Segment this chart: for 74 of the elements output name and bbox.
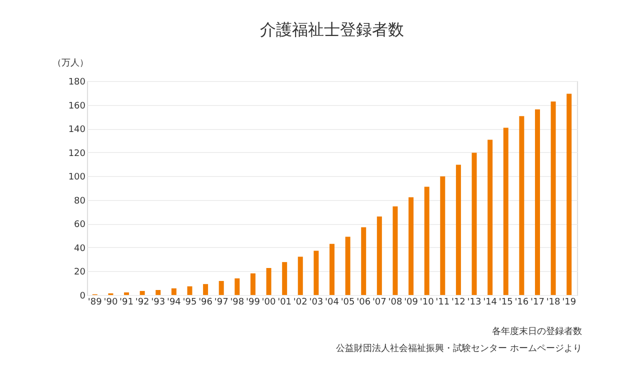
bar	[234, 278, 240, 295]
x-tick-label: '99	[246, 298, 260, 308]
y-tick-label: 60	[74, 220, 86, 230]
x-tick-label: '10	[420, 298, 434, 308]
bar	[456, 164, 461, 295]
bar	[250, 273, 256, 295]
x-tick-label: '02	[293, 298, 308, 308]
x-tick-label: '09	[404, 298, 418, 308]
y-tick-label: 20	[74, 268, 86, 278]
bar	[376, 216, 382, 295]
x-tick-label: '98	[230, 298, 244, 308]
bar	[187, 286, 192, 295]
y-tick-label: 80	[74, 196, 86, 206]
chart-title: 介護福祉士登録者数	[260, 20, 404, 39]
bar	[266, 268, 272, 295]
x-tick-label: '15	[498, 298, 513, 308]
bar	[156, 290, 161, 295]
x-tick-label: '16	[514, 298, 529, 308]
bar	[408, 197, 414, 295]
x-tick-label: '07	[372, 298, 386, 308]
x-tick-label: '14	[483, 298, 498, 308]
x-tick-label: '93	[151, 298, 166, 308]
bar	[392, 206, 398, 295]
bar	[345, 236, 350, 295]
bar	[472, 152, 477, 295]
text: 各年度末日の登録者数	[492, 326, 582, 337]
bar	[330, 244, 334, 295]
x-tick-label: '03	[309, 298, 324, 308]
bar	[519, 116, 524, 295]
x-tick-label: '92	[135, 298, 150, 308]
bar	[534, 109, 540, 295]
x-tick-label: '00	[262, 298, 276, 308]
bar	[361, 227, 366, 295]
bar	[218, 280, 224, 295]
y-axis-title: （万人）	[52, 58, 88, 68]
bar	[550, 101, 556, 295]
x-tick-label: '97	[214, 298, 228, 308]
bar	[566, 94, 572, 295]
y-tick-label: 160	[68, 101, 86, 112]
bar	[440, 176, 446, 295]
bar	[140, 290, 145, 295]
y-tick-label: 180	[68, 78, 86, 88]
x-tick-label: '90	[104, 298, 118, 308]
y-tick-label: 0	[80, 292, 86, 302]
x-tick-label: '96	[198, 298, 213, 308]
x-tick-label: '18	[546, 298, 561, 308]
x-tick-label: '06	[356, 298, 371, 308]
bar	[171, 288, 176, 295]
x-tick-label: '04	[325, 298, 340, 308]
bar	[503, 128, 508, 295]
x-tick-label: '89	[88, 298, 102, 308]
x-tick-label: '12	[451, 298, 466, 308]
y-tick-label: 100	[68, 172, 86, 183]
bar	[203, 284, 208, 295]
x-tick-label: '91	[120, 298, 134, 308]
text: 公益財団法人社会福祉振興・試験センター ホームページより	[336, 343, 582, 354]
x-tick-label: '19	[562, 298, 576, 308]
y-tick-label: 140	[68, 125, 86, 136]
x-tick-label: '08	[388, 298, 402, 308]
bar	[282, 262, 288, 295]
y-tick-label: 120	[68, 148, 86, 159]
bar	[424, 186, 430, 295]
bar	[314, 250, 319, 295]
bar	[124, 292, 130, 295]
x-tick-label: '95	[182, 298, 197, 308]
bar	[488, 140, 493, 295]
x-tick-label: '01	[278, 298, 292, 308]
y-tick-label: 40	[74, 244, 86, 254]
x-tick-label: '17	[530, 298, 544, 308]
x-tick-label: '94	[166, 298, 182, 308]
x-tick-label: '13	[467, 298, 482, 308]
x-tick-label: '05	[340, 298, 355, 308]
bar	[298, 256, 303, 295]
x-tick-label: '11	[436, 298, 450, 308]
